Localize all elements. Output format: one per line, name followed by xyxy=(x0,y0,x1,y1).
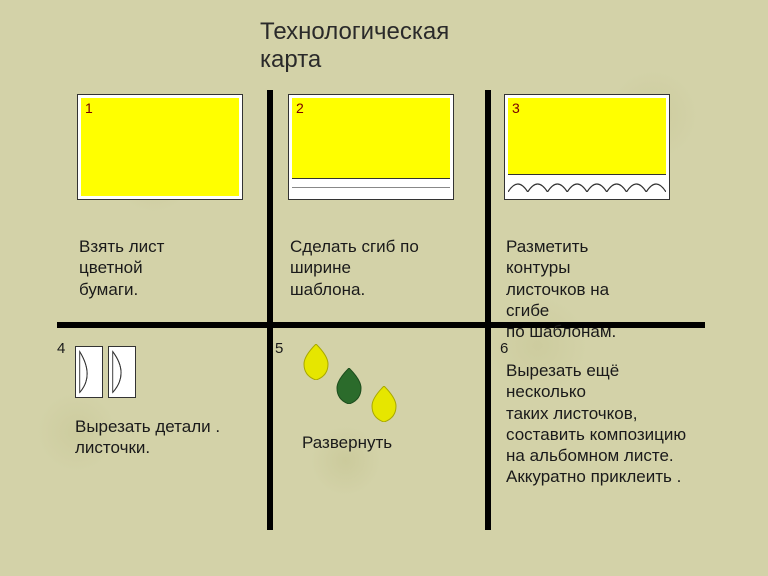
step4-piece-2 xyxy=(108,346,136,398)
step4-piece-1 xyxy=(75,346,103,398)
step3-frame: 3 xyxy=(504,94,670,200)
half-leaf-icon xyxy=(109,347,135,397)
step6-caption: Вырезать ещёнесколькотаких листочков,сос… xyxy=(506,360,736,488)
step3-fold xyxy=(508,174,666,196)
step3-scallop-icon xyxy=(508,174,666,192)
step5-caption: Развернуть xyxy=(302,432,462,453)
leaf-icon xyxy=(335,368,363,404)
step4-caption: Вырезать детали .листочки. xyxy=(75,416,265,459)
step1-paper: 1 xyxy=(81,98,239,196)
leaf-icon xyxy=(370,386,398,422)
step5-leaf-1 xyxy=(302,344,330,380)
step2-number: 2 xyxy=(296,100,304,116)
step2-fold xyxy=(292,178,450,196)
step5-leaf-3 xyxy=(370,386,398,422)
step5-number: 5 xyxy=(275,340,283,357)
step1-caption: Взять листцветнойбумаги. xyxy=(79,236,249,300)
grid-vline-1 xyxy=(267,90,273,530)
half-leaf-icon xyxy=(76,347,102,397)
step5-leaf-2 xyxy=(335,368,363,404)
step1-frame: 1 xyxy=(77,94,243,200)
step3-number: 3 xyxy=(512,100,520,116)
grid-vline-2 xyxy=(485,90,491,530)
step4-number: 4 xyxy=(57,340,65,357)
step1-number: 1 xyxy=(85,100,93,116)
step3-paper: 3 xyxy=(508,98,666,196)
page-title: Технологическаякарта xyxy=(260,18,449,73)
step2-frame: 2 xyxy=(288,94,454,200)
step6-number: 6 xyxy=(500,340,508,357)
leaf-icon xyxy=(302,344,330,380)
step2-paper: 2 xyxy=(292,98,450,196)
step2-caption: Сделать сгиб поширинешаблона. xyxy=(290,236,470,300)
step3-caption: Разметитьконтурылисточков насгибепо шабл… xyxy=(506,236,696,342)
